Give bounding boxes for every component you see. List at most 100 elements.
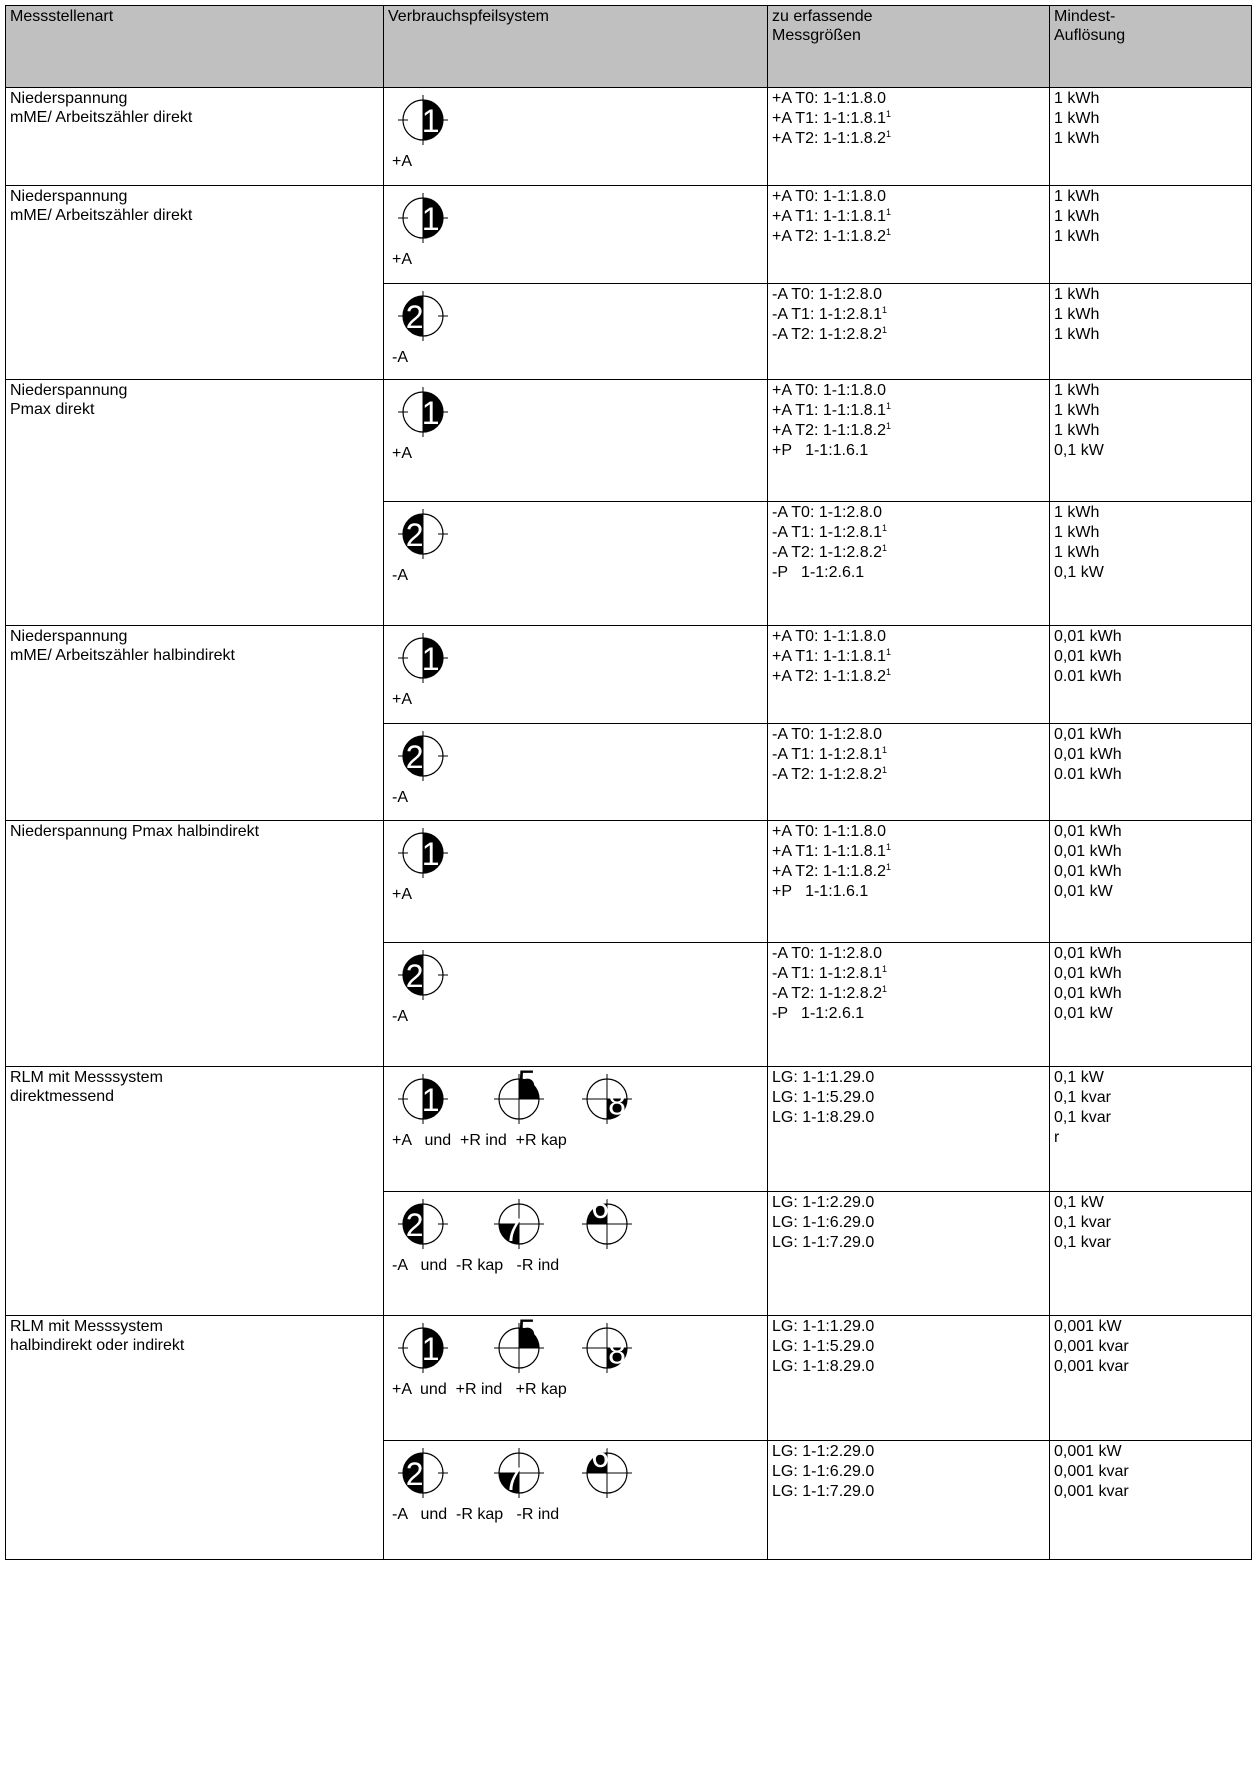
messstellenart-cell: RLM mit Messsystem halbindirekt oder indi… <box>5 1315 384 1560</box>
header-messstellenart: Messstellenart <box>5 5 384 88</box>
messgroesse-line: +A T0: 1-1:1.8.0 <box>772 822 1045 842</box>
aufloesung-value: 0,01 kWh <box>1054 648 1122 665</box>
header-messgroessen: zu erfassende Messgrößen <box>767 5 1050 88</box>
table-row: 2 -A -A T0: 1-1:2.8.0 -A T1: 1-1:2.8.11 -A T… <box>6 723 1252 821</box>
quadrant-number: 2 <box>406 739 424 775</box>
aufloesung-value: 0.01 kWh <box>1054 668 1122 685</box>
measurement-table: Messstellenart Verbrauchspfeilsystem zu … <box>5 5 1252 1560</box>
quadrant-symbol: 2 <box>398 509 448 559</box>
aufloesung-cell: 0,01 kWh 0,01 kWh 0,01 kWh 0,01 kW <box>1049 942 1252 1067</box>
quadrant-symbol: 6 <box>582 1438 632 1498</box>
symbol-group: 1 +A <box>384 626 767 722</box>
messgroesse-line: LG: 1-1:2.29.0 <box>772 1442 1045 1462</box>
aufloesung-value: 1 kWh <box>1054 130 1100 147</box>
footnote-marker: 1 <box>886 421 892 431</box>
arrow-caption: -A <box>392 349 408 366</box>
obis-code: +A T0: 1-1:1.8.0 <box>772 382 887 399</box>
messgroesse-line: -A T2: 1-1:2.8.21 <box>772 325 1045 345</box>
quadrant-number: 2 <box>406 1456 424 1492</box>
messstellenart-label: Niederspannung <box>10 188 128 205</box>
aufloesung-value: 0,01 kWh <box>1054 863 1122 880</box>
obis-code: -A T1: 1-1:2.8.1 <box>772 306 882 323</box>
symbol-group: 1 +A <box>384 380 767 500</box>
aufloesung-value: 1 kWh <box>1054 402 1100 419</box>
table-row: Niederspannung mME/ Arbeitszähler direkt 1… <box>5 87 1252 186</box>
messstellenart-cell: Niederspannung mME/ Arbeitszähler halbind… <box>5 625 384 821</box>
aufloesung-value: 0,1 kvar <box>1054 1214 1111 1231</box>
quadrant-arrow-icon-1: 1 <box>398 828 448 878</box>
quadrant-number: 2 <box>406 517 424 553</box>
quadrant-symbol: 7 <box>494 1199 544 1249</box>
obis-code: +A T1: 1-1:1.8.1 <box>772 110 887 127</box>
messgroesse-line: +A T0: 1-1:1.8.0 <box>772 627 1045 647</box>
messgroesse-line: +A T0: 1-1:1.8.0 <box>772 381 1045 401</box>
quadrant-number: 2 <box>406 299 424 335</box>
aufloesung-value: 0,01 kWh <box>1054 726 1122 743</box>
obis-code: -A T0: 1-1:2.8.0 <box>772 504 882 521</box>
messgroesse-line: +A T0: 1-1:1.8.0 <box>772 89 1045 109</box>
footnote-marker: 1 <box>882 745 888 755</box>
messgroessen-cell: -A T0: 1-1:2.8.0 -A T1: 1-1:2.8.11 -A T2: … <box>767 283 1050 380</box>
messgroessen-cell: LG: 1-1:2.29.0 LG: 1-1:6.29.0 LG: 1-1:7.29… <box>767 1440 1050 1560</box>
messgroesse-line: -P 1-1:2.6.1 <box>772 563 1045 583</box>
verbrauchspfeil-cell: 1 5 8 +A und +R ind +R kap <box>383 1313 768 1441</box>
messgroesse-line: -A T0: 1-1:2.8.0 <box>772 503 1045 523</box>
messgroesse-line: +A T1: 1-1:1.8.11 <box>772 401 1045 421</box>
obis-code: +A T2: 1-1:1.8.2 <box>772 668 887 685</box>
aufloesung-value: 0,01 kWh <box>1054 843 1122 860</box>
obis-code: +A T2: 1-1:1.8.2 <box>772 422 887 439</box>
aufloesung-value: 0,001 kW <box>1054 1318 1122 1335</box>
symbol-group: 2 -A <box>384 943 767 1065</box>
aufloesung-value: 0,1 kW <box>1054 1194 1104 1211</box>
obis-code: LG: 1-1:5.29.0 <box>772 1089 875 1106</box>
aufloesung-value: 1 kWh <box>1054 504 1100 521</box>
messgroesse-line: -A T1: 1-1:2.8.11 <box>772 745 1045 765</box>
quadrant-arrow-icon-8: 8 <box>582 1074 632 1124</box>
obis-code: LG: 1-1:2.29.0 <box>772 1443 875 1460</box>
quadrant-symbol: 8 <box>582 1323 632 1373</box>
aufloesung-cell: 1 kWh 1 kWh 1 kWh <box>1049 283 1252 380</box>
messstellenart-label: Niederspannung <box>10 90 128 107</box>
messgroesse-line: +A T2: 1-1:1.8.21 <box>772 227 1045 247</box>
quadrant-number: 1 <box>422 1082 440 1118</box>
messgroesse-line: -A T2: 1-1:2.8.21 <box>772 543 1045 563</box>
messstellenart-cell: Niederspannung mME/ Arbeitszähler direkt <box>5 87 384 186</box>
table-row: Niederspannung mME/ Arbeitszähler direkt 1… <box>5 185 1252 380</box>
quadrant-symbol: 8 <box>582 1074 632 1124</box>
quadrant-arrow-icon-2: 2 <box>398 950 448 1000</box>
obis-code: -A T2: 1-1:2.8.2 <box>772 766 882 783</box>
obis-code: +A T2: 1-1:1.8.2 <box>772 228 887 245</box>
verbrauchspfeil-cell: 2 -A <box>383 723 768 821</box>
footnote-marker: 1 <box>886 207 892 217</box>
messstellenart-label: RLM mit Messsystem <box>10 1069 163 1086</box>
footnote-marker: 1 <box>886 227 892 237</box>
quadrant-symbol: 5 <box>494 1064 544 1124</box>
aufloesung-value: 0,01 kW <box>1054 883 1113 900</box>
messgroesse-line: LG: 1-1:7.29.0 <box>772 1482 1045 1502</box>
arrow-caption: -A <box>392 567 408 584</box>
aufloesung-value: 0,1 kW <box>1054 442 1104 459</box>
aufloesung-cell: 1 kWh 1 kWh 1 kWh <box>1049 87 1252 186</box>
verbrauchspfeil-cell: 1 5 8 +A und +R ind +R kap <box>383 1064 768 1192</box>
arrow-caption: +A <box>392 445 413 462</box>
footnote-marker: 1 <box>886 401 892 411</box>
header-label: zu erfassende Messgrößen <box>772 8 873 44</box>
messstellenart-label: Niederspannung <box>10 628 128 645</box>
header-label: Verbrauchspfeilsystem <box>388 8 549 25</box>
verbrauchspfeil-cell: 1 +A <box>383 185 768 284</box>
messgroessen-cell: -A T0: 1-1:2.8.0 -A T1: 1-1:2.8.11 -A T2: … <box>767 723 1050 821</box>
aufloesung-value: 1 kWh <box>1054 110 1100 127</box>
footnote-marker: 1 <box>882 523 888 533</box>
messgroesse-line: -A T0: 1-1:2.8.0 <box>772 725 1045 745</box>
quadrant-arrow-icon-1: 1 <box>398 95 448 145</box>
quadrant-number: 1 <box>422 836 440 872</box>
quadrant-symbol: 1 <box>398 1074 448 1124</box>
messgroesse-line: LG: 1-1:1.29.0 <box>772 1317 1045 1337</box>
table-row: 2 -A -A T0: 1-1:2.8.0 -A T1: 1-1:2.8.11 -A T… <box>6 501 1252 626</box>
quadrant-arrow-icon-7: 7 <box>494 1199 544 1249</box>
messgroesse-line: +A T0: 1-1:1.8.0 <box>772 187 1045 207</box>
messgroesse-line: LG: 1-1:8.29.0 <box>772 1357 1045 1377</box>
quadrant-number: 7 <box>504 1461 522 1497</box>
messgroesse-line: LG: 1-1:1.29.0 <box>772 1068 1045 1088</box>
quadrant-number: 8 <box>608 1086 626 1122</box>
